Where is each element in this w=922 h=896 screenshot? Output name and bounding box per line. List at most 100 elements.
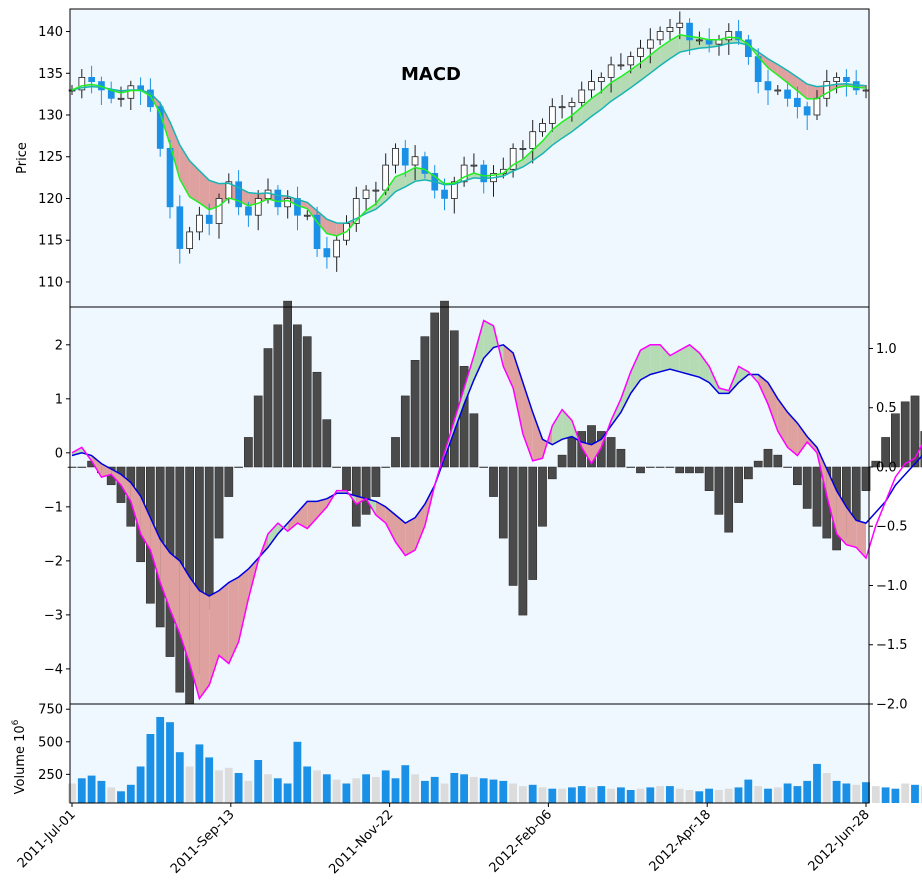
candle-body-22 <box>284 198 292 208</box>
histogram-bar-47 <box>528 466 538 580</box>
volume-bar-31 <box>372 776 380 803</box>
candle-body-55 <box>607 64 615 78</box>
price-axis-label: Price <box>15 142 30 174</box>
histogram-bar-66 <box>714 466 724 515</box>
macd-fill-49 <box>552 409 563 445</box>
macd-fill-17 <box>238 569 249 642</box>
macd-fill-47 <box>532 412 543 461</box>
macd-fill-25 <box>317 498 327 518</box>
candle-body-8 <box>147 89 154 108</box>
histogram-bar-31 <box>371 466 381 497</box>
price-ytick-label-135: 135 <box>38 67 63 82</box>
volume-bar-6 <box>126 784 135 803</box>
xtick-label-1: 2011-Sep-13 <box>168 807 238 877</box>
xtick-label-2: 2011-Nov-22 <box>326 807 396 877</box>
candle-body-41 <box>470 164 478 167</box>
macd-fill-15 <box>219 582 229 664</box>
volume-bar-2 <box>87 775 96 803</box>
volume-axis-label-text: Volume 10 <box>13 725 28 794</box>
candle-body-29 <box>352 198 360 224</box>
volume-bar-66 <box>715 790 723 803</box>
volume-bar-37 <box>430 776 439 803</box>
macd-fill-6 <box>130 482 141 534</box>
volume-bar-9 <box>156 717 165 803</box>
volume-panel-frame <box>69 703 870 804</box>
histogram-bar-80 <box>851 466 861 521</box>
macd-fill-59 <box>650 344 661 375</box>
candle-body-15 <box>215 198 223 224</box>
ema-fill-47 <box>532 141 543 161</box>
candle-body-76 <box>813 97 821 116</box>
candle-body-6 <box>127 85 135 99</box>
volume-bar-84 <box>891 788 900 803</box>
price-ytick-label-125: 125 <box>38 150 63 165</box>
candle-body-10 <box>166 147 174 208</box>
volume-bar-33 <box>391 778 400 804</box>
candle-body-19 <box>254 198 262 216</box>
volume-bar-71 <box>764 788 772 803</box>
ema-fill-12 <box>189 160 200 203</box>
volume-bar-70 <box>754 786 763 803</box>
histogram-bar-70 <box>753 460 763 468</box>
ema-fill-46 <box>522 150 533 167</box>
histogram-bar-19 <box>253 395 263 468</box>
volume-bar-53 <box>587 787 596 803</box>
candle-body-35 <box>411 156 419 166</box>
candle-body-39 <box>450 181 458 199</box>
candle-body-26 <box>323 248 331 258</box>
volume-bar-20 <box>264 774 272 803</box>
histogram-bar-38 <box>440 300 449 468</box>
volume-bar-1 <box>77 778 86 804</box>
histogram-bar-58 <box>636 466 645 474</box>
candle-body-58 <box>637 47 644 57</box>
price-ytick-label-115: 115 <box>38 234 63 249</box>
volume-bar-12 <box>185 766 194 803</box>
candle-body-21 <box>274 189 282 208</box>
volume-bar-21 <box>273 778 282 804</box>
macd-fill-75 <box>807 436 817 453</box>
histogram-bar-84 <box>891 413 900 468</box>
volume-axis-label-exponent: 6 <box>11 719 21 725</box>
macd-fill-16 <box>228 577 239 664</box>
candle-body-47 <box>529 131 537 149</box>
histogram-bar-1 <box>77 466 87 468</box>
candle-body-18 <box>245 206 252 216</box>
volume-bar-34 <box>401 765 410 803</box>
candle-body-73 <box>784 89 791 99</box>
histogram-bar-46 <box>518 466 528 616</box>
volume-bar-87 <box>920 786 922 803</box>
volume-bar-65 <box>705 788 713 803</box>
volume-bar-85 <box>901 783 910 803</box>
histogram-bar-43 <box>489 466 498 497</box>
candle-body-74 <box>794 97 801 108</box>
macd-fill-62 <box>679 344 690 375</box>
macd-rtick-label-0: 0.0 <box>876 460 897 475</box>
candle-body-34 <box>401 147 409 166</box>
histogram-bar-33 <box>391 437 400 468</box>
ema-fill-48 <box>542 129 553 154</box>
macd-fill-45 <box>513 352 523 434</box>
volume-bar-55 <box>607 788 615 803</box>
histogram-bar-0 <box>67 466 77 468</box>
volume-ytick-label-250: 250 <box>38 768 63 783</box>
candle-body-51 <box>568 102 576 108</box>
xtick-label-4: 2012-Apr-18 <box>647 807 714 874</box>
candle-body-63 <box>686 22 693 41</box>
macd-fill-35 <box>415 504 425 551</box>
macd-rtick-label--1.5: −1.5 <box>876 638 908 653</box>
macd-fill-63 <box>689 344 700 378</box>
ema-fill-31 <box>375 190 386 210</box>
candle-body-46 <box>519 147 527 150</box>
macd-fill-40 <box>464 355 474 405</box>
volume-bar-16 <box>224 767 233 803</box>
volume-bar-42 <box>479 778 488 804</box>
volume-bar-11 <box>175 752 184 803</box>
ema-fast-line <box>71 34 867 237</box>
histogram-bar-61 <box>665 466 675 468</box>
histogram-bar-35 <box>410 360 420 468</box>
volume-bar-60 <box>656 786 664 803</box>
volume-bar-7 <box>136 766 145 803</box>
macd-fill-24 <box>307 501 318 529</box>
candle-body-45 <box>509 147 517 170</box>
candle-body-77 <box>823 81 831 99</box>
